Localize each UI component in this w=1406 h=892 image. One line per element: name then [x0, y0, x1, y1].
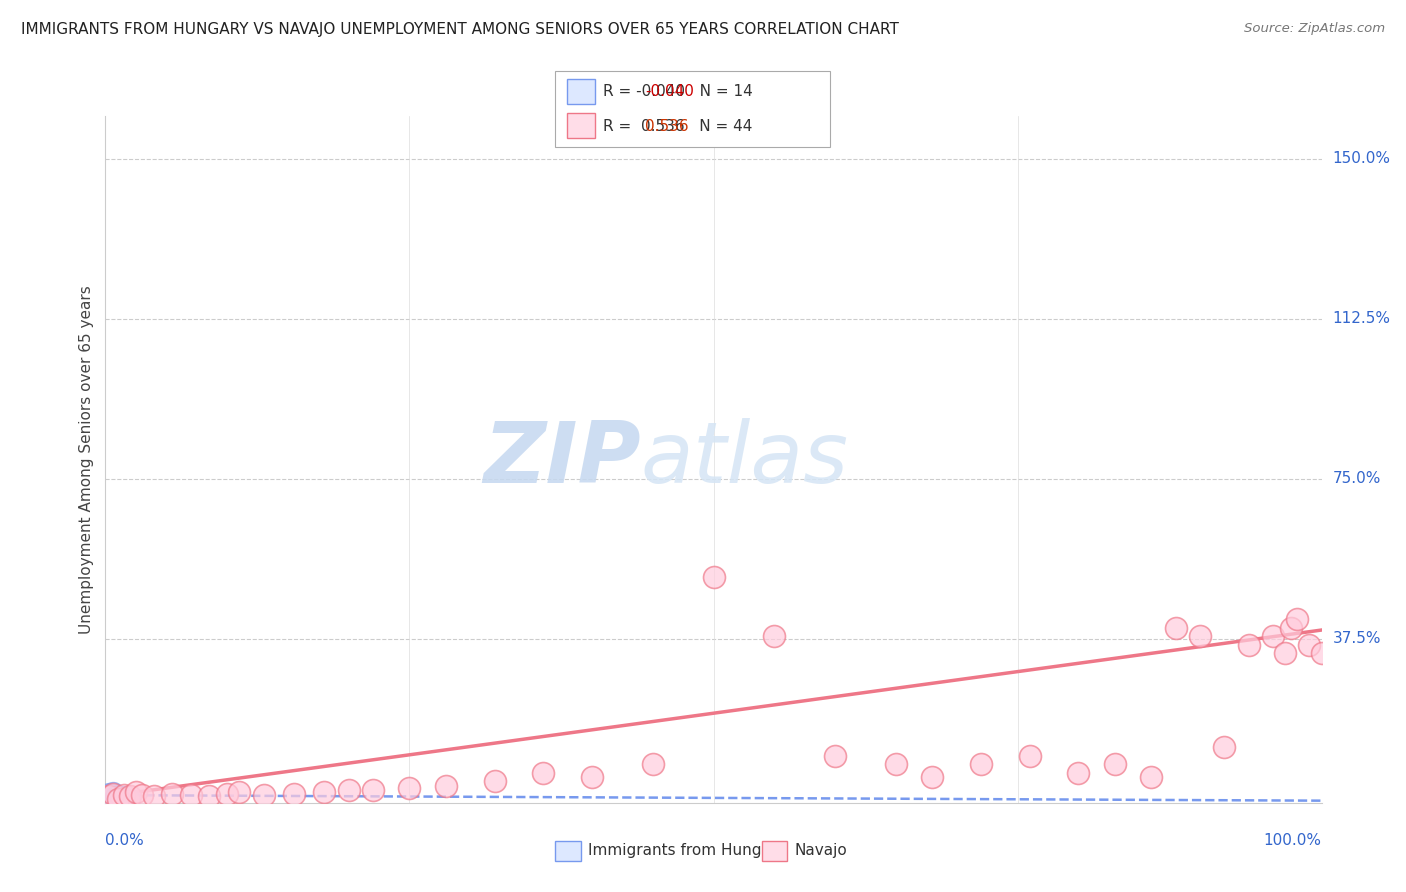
Point — [252, 788, 274, 802]
Point — [1310, 647, 1333, 661]
Text: Immigrants from Hungary: Immigrants from Hungary — [588, 844, 786, 858]
Point — [1286, 612, 1309, 626]
Point — [283, 787, 305, 801]
Point — [101, 787, 124, 801]
Point — [112, 789, 135, 804]
Point — [101, 789, 124, 804]
Point — [97, 789, 120, 804]
Point — [118, 791, 141, 805]
Point — [98, 788, 121, 802]
Point — [1189, 629, 1212, 643]
Point — [1067, 766, 1090, 780]
Point — [702, 570, 725, 584]
Text: 112.5%: 112.5% — [1333, 311, 1391, 326]
Point — [824, 748, 846, 763]
Point — [98, 789, 121, 804]
Point — [180, 788, 202, 802]
Point — [314, 785, 336, 799]
Point — [131, 788, 153, 802]
Point — [125, 785, 148, 799]
Point — [398, 780, 420, 795]
Point — [921, 770, 943, 784]
Point — [143, 789, 166, 804]
Point — [162, 787, 184, 801]
Point — [970, 757, 993, 772]
Point — [98, 786, 121, 800]
Text: -0.040: -0.040 — [645, 85, 695, 99]
Point — [1261, 629, 1284, 643]
Y-axis label: Unemployment Among Seniors over 65 years: Unemployment Among Seniors over 65 years — [79, 285, 94, 633]
Text: R = -0.040   N = 14: R = -0.040 N = 14 — [603, 85, 754, 99]
Text: 0.0%: 0.0% — [105, 833, 145, 848]
Point — [108, 790, 131, 805]
Text: 150.0%: 150.0% — [1333, 151, 1391, 166]
Point — [101, 785, 124, 799]
Point — [118, 789, 141, 804]
Text: atlas: atlas — [641, 417, 849, 501]
Point — [1237, 638, 1260, 652]
Point — [1140, 770, 1163, 784]
Point — [1164, 621, 1187, 635]
Text: 75.0%: 75.0% — [1333, 471, 1381, 486]
Point — [884, 757, 907, 772]
Point — [1018, 748, 1040, 763]
Text: 100.0%: 100.0% — [1264, 833, 1322, 848]
Text: Source: ZipAtlas.com: Source: ZipAtlas.com — [1244, 22, 1385, 36]
Point — [484, 774, 506, 789]
Point — [98, 791, 121, 805]
Point — [104, 789, 127, 804]
Text: ZIP: ZIP — [482, 417, 641, 501]
Point — [581, 770, 603, 784]
Point — [434, 779, 457, 793]
Point — [105, 791, 128, 805]
Point — [1298, 638, 1320, 652]
Point — [763, 629, 786, 643]
Text: IMMIGRANTS FROM HUNGARY VS NAVAJO UNEMPLOYMENT AMONG SENIORS OVER 65 YEARS CORRE: IMMIGRANTS FROM HUNGARY VS NAVAJO UNEMPL… — [21, 22, 898, 37]
Point — [337, 783, 360, 797]
Point — [228, 785, 250, 799]
Text: 0.536: 0.536 — [645, 120, 689, 134]
Text: Navajo: Navajo — [794, 844, 848, 858]
Point — [198, 789, 221, 804]
Point — [641, 757, 664, 772]
Text: 37.5%: 37.5% — [1333, 631, 1381, 646]
Point — [107, 788, 129, 802]
Point — [1279, 621, 1302, 635]
Point — [1274, 647, 1296, 661]
Point — [107, 791, 129, 805]
Text: R =  0.536   N = 44: R = 0.536 N = 44 — [603, 120, 752, 134]
Point — [361, 783, 384, 797]
Point — [1213, 740, 1236, 755]
Point — [217, 787, 239, 801]
Point — [531, 766, 554, 780]
Point — [103, 791, 125, 805]
Point — [100, 791, 122, 805]
Point — [112, 788, 135, 802]
Point — [1104, 757, 1126, 772]
